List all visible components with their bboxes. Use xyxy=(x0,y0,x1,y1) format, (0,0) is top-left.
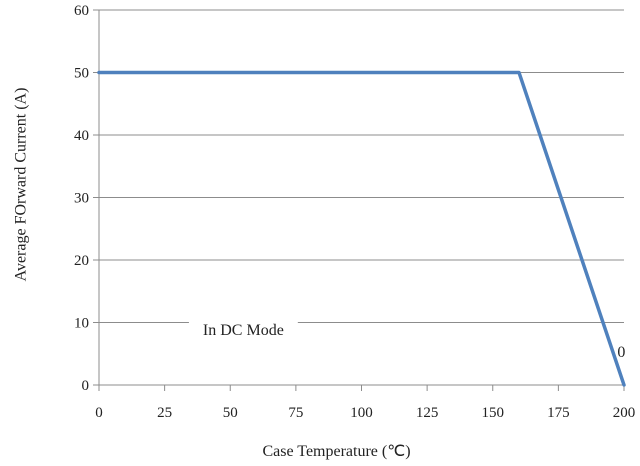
y-tick-label-60: 60 xyxy=(74,3,89,19)
y-tick-label-40: 40 xyxy=(74,128,89,144)
x-tick-label-125: 125 xyxy=(416,405,439,421)
x-tick-label-25: 25 xyxy=(157,405,172,421)
series-layer xyxy=(97,70,626,387)
x-tick-label-150: 150 xyxy=(482,405,505,421)
x-tick-label-175: 175 xyxy=(547,405,570,421)
y-tick-label-20: 20 xyxy=(74,253,89,269)
axes xyxy=(93,9,625,391)
annotation-background xyxy=(188,308,298,345)
x-tick-label-200: 200 xyxy=(613,405,636,421)
annotation-0: In DC Mode xyxy=(203,322,284,339)
x-tick-label-100: 100 xyxy=(350,405,373,421)
x-tick-label-0: 0 xyxy=(95,405,103,421)
grid-lines xyxy=(99,9,624,323)
y-axis-title: Average FOrward Current (A) xyxy=(13,88,30,282)
y-tick-label-50: 50 xyxy=(74,66,89,82)
annotations: In DC Mode 0 xyxy=(188,308,625,361)
y-tick-label-30: 30 xyxy=(74,191,89,207)
y-tick-label-0: 0 xyxy=(82,378,90,394)
annotation-1: 0 xyxy=(617,344,625,361)
y-tick-label-10: 10 xyxy=(74,316,89,332)
tick-labels: 0 10 20 30 40 50 60 0 25 50 75 100 125 150 175 200 xyxy=(74,3,635,421)
series-line-0 xyxy=(97,70,626,387)
x-tick-label-50: 50 xyxy=(223,405,238,421)
x-tick-label-75: 75 xyxy=(288,405,303,421)
x-axis-title: Case Temperature (℃) xyxy=(262,443,410,460)
